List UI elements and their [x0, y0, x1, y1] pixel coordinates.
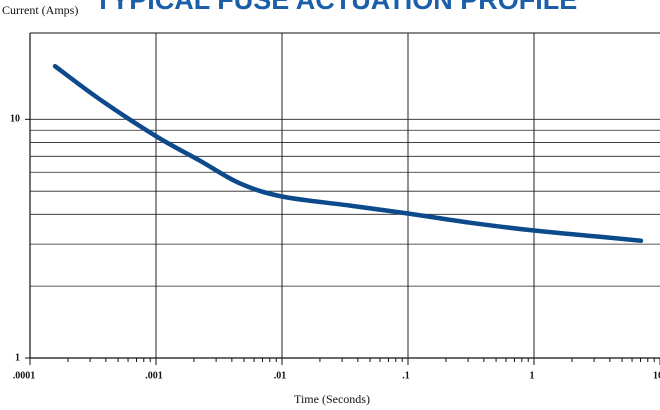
x-tick-label: .01 [274, 370, 287, 381]
y-tick-label: 10 [10, 114, 20, 125]
x-tick-label: .0001 [13, 370, 36, 381]
x-tick-label: 10 [653, 370, 660, 381]
y-axis-label: Current (Amps) [2, 3, 78, 17]
x-tick-label: 1 [530, 370, 535, 381]
x-axis-label: Time (Seconds) [294, 392, 370, 406]
x-tick-label: .001 [145, 370, 163, 381]
data-line [52, 63, 644, 243]
x-tick-label: .1 [402, 370, 410, 381]
y-tick-label: 1 [15, 352, 20, 363]
chart-title: TYPICAL FUSE ACTUATION PROFILE [95, 0, 578, 15]
